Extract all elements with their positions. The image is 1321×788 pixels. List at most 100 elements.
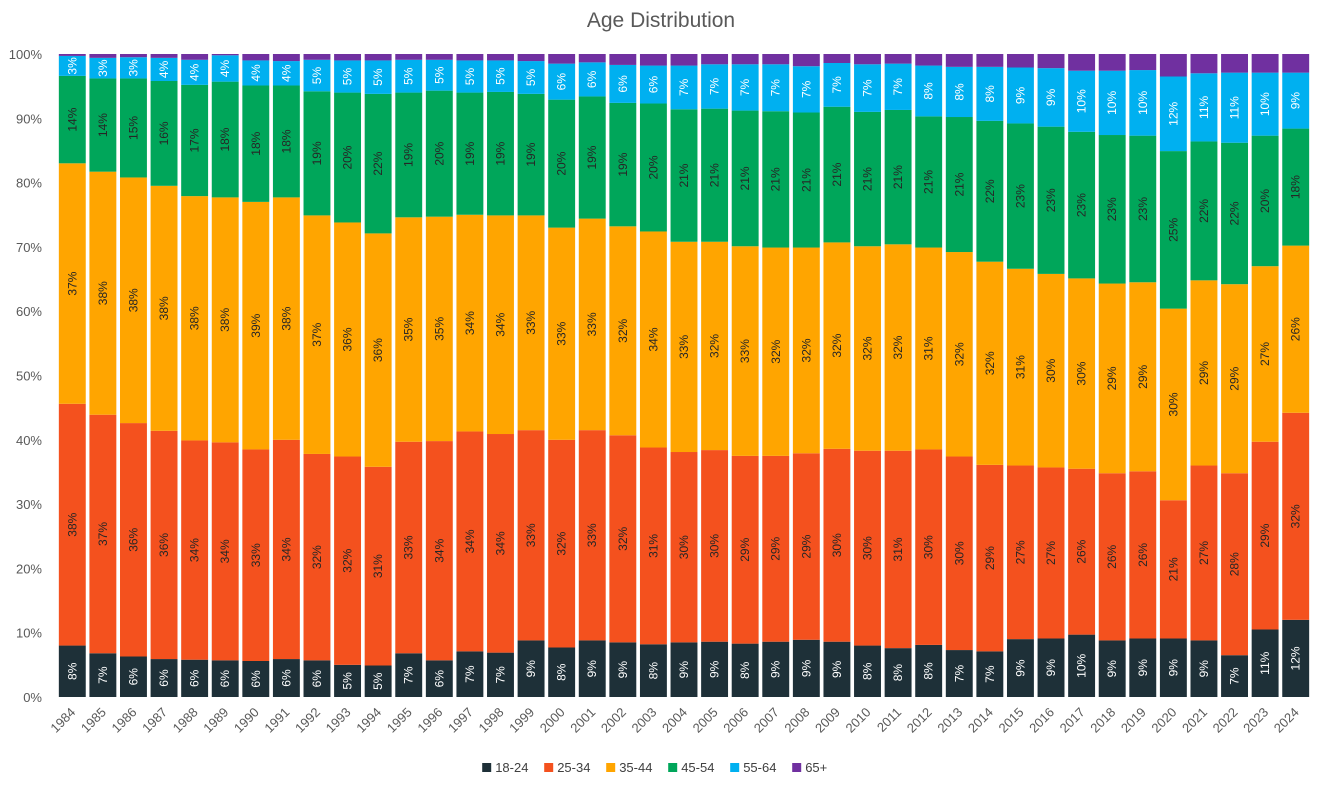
bar-segment-55-64 <box>334 60 362 93</box>
data-label: 10% <box>1075 89 1089 113</box>
bar-segment-35-44 <box>945 252 973 457</box>
x-tick-label: 1987 <box>139 705 170 736</box>
bar-stack-2004: 9% 30% 33% 21% 7% <box>670 54 698 697</box>
bar-segment-35-44 <box>1068 278 1096 469</box>
bar-segment-25-34 <box>1129 471 1157 639</box>
bar-segment-55-64 <box>609 64 637 103</box>
data-label: 5% <box>524 68 538 86</box>
data-label: 33% <box>738 339 752 363</box>
data-label: 9% <box>1044 659 1058 677</box>
bar-segment-25-34 <box>609 435 637 643</box>
data-label: 34% <box>463 311 477 335</box>
bar-segment-35-44 <box>456 214 484 432</box>
data-label: 33% <box>585 312 599 336</box>
bar-stack-2007: 9% 29% 32% 21% 7% <box>762 54 790 697</box>
data-label: 19% <box>616 152 630 176</box>
data-label: 20% <box>646 155 660 179</box>
data-label: 20% <box>432 141 446 165</box>
bar-segment-25-34 <box>120 423 147 657</box>
bar-segment-55-64 <box>670 65 698 110</box>
data-label: 22% <box>371 151 385 175</box>
legend-item-18-24: 18-24 <box>482 760 528 775</box>
data-label: 34% <box>493 531 507 555</box>
legend-swatch <box>482 763 492 772</box>
data-label: 6% <box>279 669 293 687</box>
bar-segment-55-64 <box>1190 73 1218 142</box>
data-label: 5% <box>432 66 446 84</box>
bar-segment-65+ <box>854 54 881 65</box>
bar-segment-55-64 <box>242 60 270 86</box>
bar-segment-35-44 <box>303 215 331 454</box>
bar-segment-25-34 <box>884 450 912 649</box>
data-label: 32% <box>616 318 630 342</box>
bar-segment-65+ <box>242 54 270 61</box>
bar-segment-25-34 <box>1221 473 1248 656</box>
bar-segment-65+ <box>548 54 576 64</box>
data-label: 8% <box>555 663 569 681</box>
bar-stack-1998: 7% 34% 34% 19% 5% <box>487 54 514 697</box>
bar-segment-45-54 <box>334 92 362 223</box>
data-label: 32% <box>1289 504 1303 528</box>
bar-segment-55-64 <box>884 63 912 110</box>
bar-segment-55-64 <box>578 62 606 97</box>
bar-segment-25-34 <box>976 464 1004 652</box>
bar-stack-2022: 7% 28% 29% 22% 11% <box>1221 54 1248 697</box>
data-label: 14% <box>65 107 79 131</box>
data-label: 4% <box>218 59 232 77</box>
bar-segment-55-64 <box>517 61 545 94</box>
legend-item-45-54: 45-54 <box>668 760 714 775</box>
data-label: 26% <box>1136 543 1150 567</box>
data-label: 31% <box>922 336 936 360</box>
data-label: 18% <box>1289 175 1303 199</box>
x-axis: 1984 1985 1986 1987 1988 1989 1990 1991 1992 1993… <box>47 705 1301 736</box>
bar-stack-2010: 8% 30% 32% 21% 7% <box>854 54 881 697</box>
bar-segment-45-54 <box>578 96 606 219</box>
bar-stack-2015: 9% 27% 31% 23% 9% <box>1006 54 1034 697</box>
x-tick-label: 2011 <box>874 705 904 735</box>
data-label: 21% <box>830 162 844 186</box>
data-label: 38% <box>65 512 79 536</box>
data-label: 7% <box>891 78 905 96</box>
bar-segment-18-24 <box>1129 638 1157 697</box>
y-tick-label: 80% <box>16 176 42 191</box>
bar-segment-18-24 <box>578 640 606 697</box>
legend-item-65+: 65+ <box>792 760 827 775</box>
y-tick-label: 50% <box>16 369 42 384</box>
bar-stack-2018: 9% 26% 29% 23% 10% <box>1098 54 1126 697</box>
data-label: 30% <box>677 535 691 559</box>
bar-segment-65+ <box>181 54 209 60</box>
bar-segment-35-44 <box>823 242 851 449</box>
data-label: 4% <box>188 63 202 81</box>
bar-segment-55-64 <box>1282 72 1310 129</box>
data-label: 9% <box>1289 92 1303 110</box>
legend: 18-24 25-34 35-44 45-54 55-64 65+ <box>482 760 827 775</box>
x-tick-label: 1991 <box>261 705 292 736</box>
x-tick-label: 1984 <box>47 705 78 736</box>
bar-segment-55-64 <box>1098 70 1126 136</box>
bar-segment-35-44 <box>334 222 362 457</box>
data-label: 12% <box>1166 101 1180 125</box>
bar-stack-1994: 5% 31% 36% 22% 5% <box>364 54 392 697</box>
data-label: 8% <box>952 83 966 101</box>
x-tick-label: 2023 <box>1240 705 1271 736</box>
data-label: 23% <box>1105 197 1119 221</box>
bar-stack-1987: 6% 36% 38% 16% 4% <box>150 54 178 697</box>
bar-segment-55-64 <box>1221 72 1248 143</box>
bar-segment-55-64 <box>211 55 239 82</box>
bar-segment-25-34 <box>915 449 943 645</box>
data-label: 30% <box>1166 392 1180 416</box>
bar-segment-45-54 <box>945 117 973 253</box>
y-tick-label: 10% <box>16 626 42 641</box>
x-tick-label: 2005 <box>690 705 721 736</box>
data-label: 11% <box>1197 95 1211 118</box>
data-label: 34% <box>463 529 477 553</box>
bar-segment-25-34 <box>548 439 576 648</box>
data-label: 7% <box>708 77 722 95</box>
bar-segment-35-44 <box>120 177 147 424</box>
bar-segment-35-44 <box>58 163 86 404</box>
data-label: 33% <box>585 523 599 547</box>
bar-segment-65+ <box>915 54 943 66</box>
data-label: 7% <box>493 666 507 684</box>
legend-label: 18-24 <box>495 760 528 775</box>
